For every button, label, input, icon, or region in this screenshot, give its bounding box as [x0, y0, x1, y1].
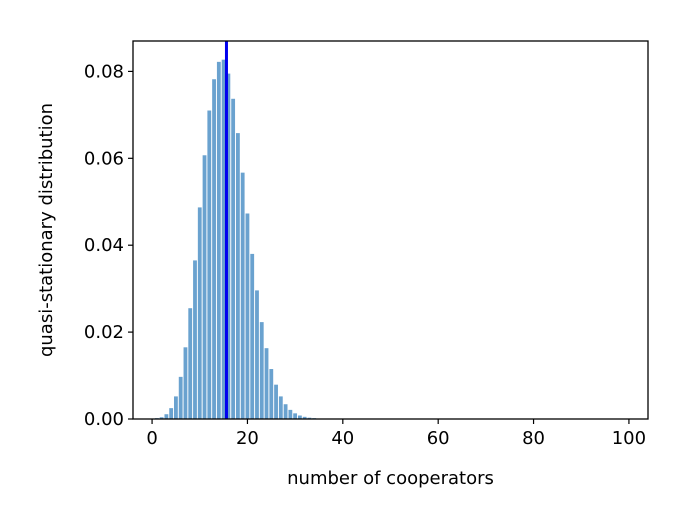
bars-group — [154, 59, 345, 420]
bar — [250, 253, 255, 419]
plot-frame — [132, 40, 649, 420]
y-tick-label: 0.06 — [84, 148, 124, 169]
bar — [231, 98, 236, 420]
bar — [259, 322, 264, 419]
bar — [202, 155, 207, 419]
x-axis-label: number of cooperators — [287, 468, 494, 489]
bar — [226, 73, 231, 419]
bar — [264, 348, 269, 419]
bar — [297, 415, 302, 419]
bar — [274, 384, 278, 419]
bar — [169, 408, 174, 419]
x-tick-label: 100 — [612, 428, 646, 449]
bar — [207, 110, 212, 419]
bar — [302, 416, 307, 419]
bar — [178, 376, 183, 419]
y-axis-ticks: 0.00 0.02 0.04 0.06 0.08 — [84, 61, 133, 430]
bar — [307, 417, 312, 419]
y-tick-label: 0.00 — [84, 409, 124, 430]
bar — [240, 172, 245, 419]
bar — [183, 347, 188, 419]
bar — [278, 396, 283, 419]
x-tick-label: 0 — [146, 428, 157, 449]
y-axis-label: quasi-stationary distribution — [36, 103, 57, 357]
bar — [197, 207, 202, 419]
x-tick-label: 80 — [522, 428, 545, 449]
bar — [159, 417, 164, 419]
x-tick-label: 60 — [427, 428, 450, 449]
bar — [188, 308, 193, 419]
y-tick-label: 0.08 — [84, 61, 124, 82]
bar — [283, 404, 288, 419]
bar — [245, 213, 250, 419]
bar — [164, 414, 169, 419]
y-tick-label: 0.04 — [84, 235, 124, 256]
bar — [269, 369, 274, 419]
x-axis-ticks: 0 20 40 60 80 100 — [146, 419, 646, 449]
bar — [221, 59, 226, 419]
bar — [236, 133, 240, 419]
x-tick-label: 20 — [236, 428, 259, 449]
bar — [255, 290, 259, 419]
bar — [174, 396, 178, 419]
x-tick-label: 40 — [331, 428, 354, 449]
bar — [212, 79, 216, 419]
y-tick-label: 0.02 — [84, 322, 124, 343]
bar — [216, 61, 221, 420]
bar — [288, 409, 293, 419]
bar — [293, 413, 298, 419]
bar — [193, 260, 197, 419]
